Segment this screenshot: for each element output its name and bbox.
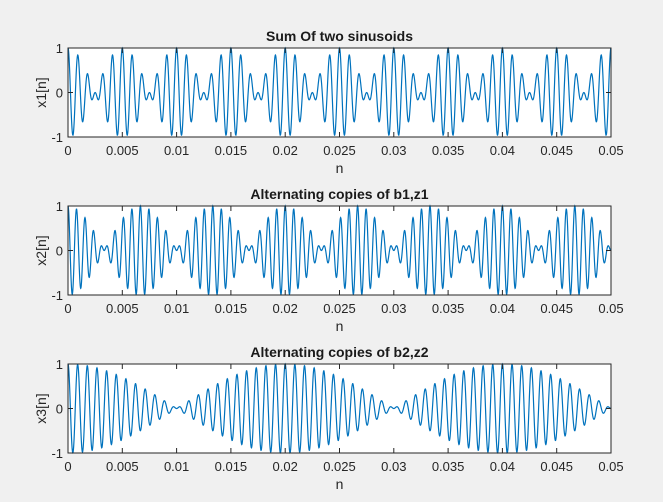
x-tick-label: 0.01 — [164, 301, 189, 316]
subplot-2: 0 0.005 0.01 0.015 0.02 0.025 0.03 0.035 0.04 0.0… — [33, 186, 624, 334]
series-line — [67, 362, 612, 454]
x-tick-label: 0.035 — [432, 459, 465, 474]
x-tick-label: 0.045 — [540, 459, 573, 474]
y-axis-label: x1[n] — [33, 77, 49, 107]
x-tick-label: 0.025 — [323, 459, 356, 474]
x-tick-label: 0.05 — [598, 459, 623, 474]
plot-area — [68, 48, 611, 137]
x-tick-label: 0.005 — [106, 459, 139, 474]
y-tick-label: 0 — [56, 86, 63, 101]
x-tick-label: 0 — [64, 143, 71, 158]
y-axis-label: x3[n] — [33, 393, 49, 423]
y-tick-label: 0 — [56, 244, 63, 259]
x-tick-label: 0 — [64, 301, 71, 316]
x-axis-label: n — [336, 318, 344, 334]
x-tick-label: 0.045 — [540, 143, 573, 158]
x-tick-label: 0.03 — [381, 143, 406, 158]
subplot-1: 0 0.005 0.01 0.015 0.02 0.025 0.03 0.035 0.04 0.0… — [33, 28, 624, 176]
y-tick-label: 1 — [56, 41, 63, 56]
x-tick-label: 0.02 — [273, 301, 298, 316]
y-tick-label: -1 — [51, 288, 63, 303]
x-tick-label: 0.03 — [381, 301, 406, 316]
x-axis-label: n — [336, 476, 344, 492]
x-tick-label: 0 — [64, 459, 71, 474]
x-tick-label: 0.04 — [490, 301, 515, 316]
x-tick-label: 0.015 — [215, 459, 248, 474]
x-tick-label: 0.02 — [273, 143, 298, 158]
series-line — [67, 204, 612, 296]
chart-title: Alternating copies of b2,z2 — [250, 344, 428, 360]
x-axis-label: n — [336, 160, 344, 176]
y-tick-label: 1 — [56, 357, 63, 372]
x-tick-label: 0.01 — [164, 459, 189, 474]
x-tick-label: 0.02 — [273, 459, 298, 474]
x-tick-label: 0.05 — [598, 301, 623, 316]
plot-area — [68, 364, 611, 453]
x-tick-label: 0.05 — [598, 143, 623, 158]
y-axis-label: x2[n] — [33, 235, 49, 265]
y-tick-label: -1 — [51, 446, 63, 461]
x-tick-label: 0.04 — [490, 459, 515, 474]
x-tick-label: 0.01 — [164, 143, 189, 158]
x-tick-label: 0.025 — [323, 143, 356, 158]
x-tick-label: 0.005 — [106, 143, 139, 158]
x-tick-label: 0.04 — [490, 143, 515, 158]
x-tick-label: 0.015 — [215, 301, 248, 316]
x-tick-label: 0.005 — [106, 301, 139, 316]
subplot-3: 0 0.005 0.01 0.015 0.02 0.025 0.03 0.035 0.04 0.0… — [33, 344, 624, 492]
x-tick-label: 0.045 — [540, 301, 573, 316]
x-tick-label: 0.035 — [432, 301, 465, 316]
x-tick-label: 0.025 — [323, 301, 356, 316]
x-tick-label: 0.03 — [381, 459, 406, 474]
chart-title: Alternating copies of b1,z1 — [250, 186, 428, 202]
y-tick-label: 1 — [56, 199, 63, 214]
y-tick-label: 0 — [56, 402, 63, 417]
x-tick-label: 0.035 — [432, 143, 465, 158]
x-tick-label: 0.015 — [215, 143, 248, 158]
y-tick-label: -1 — [51, 130, 63, 145]
chart-title: Sum Of two sinusoids — [266, 28, 413, 44]
